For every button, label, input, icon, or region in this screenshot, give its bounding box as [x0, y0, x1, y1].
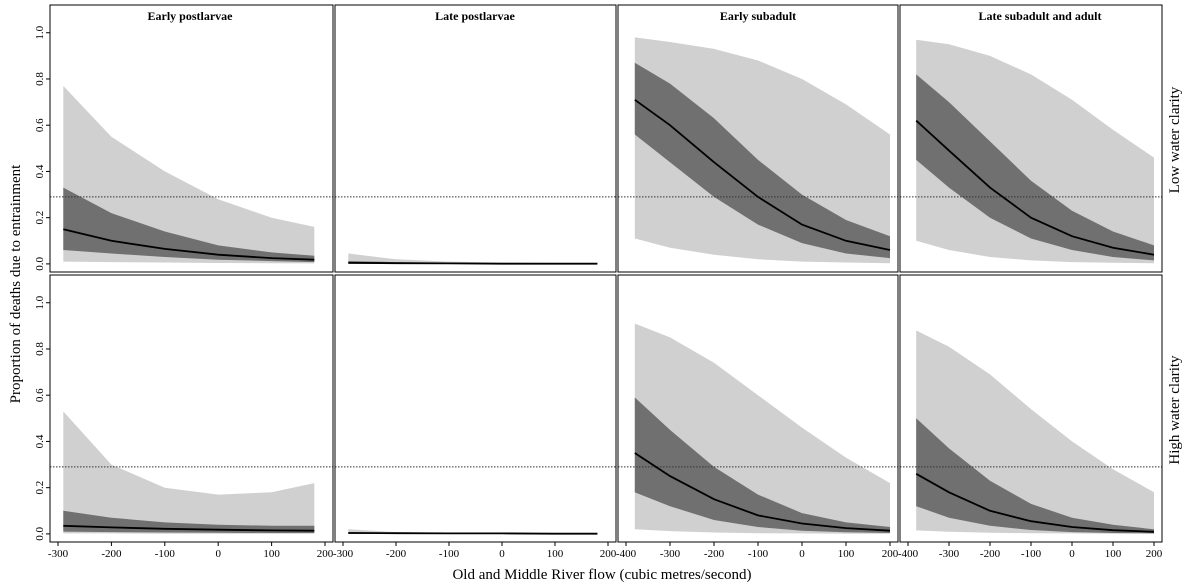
column-title-early-subadult: Early subadult [720, 9, 796, 23]
outer-interval-band-r0c2 [634, 37, 890, 264]
y-tick-label: 0.8 [34, 342, 46, 356]
panel-frame-r0c1 [334, 4, 617, 273]
panel-r0c0: 0.0 0.2 0.4 0.6 0.8 1.0 [34, 4, 334, 273]
panel-frame-r0c0 [49, 4, 334, 273]
y-tick-label: 0.8 [34, 72, 46, 86]
y-tick-label: 0.6 [34, 118, 46, 132]
panel-r1c1: -300 -200 -100 0 100 200 [333, 274, 617, 560]
x-tick-label: -100 [748, 548, 769, 560]
median-line-r0c0 [63, 228, 315, 261]
x-tick-label: -100 [1021, 548, 1042, 560]
median-line-r1c1 [348, 532, 598, 535]
row-label-high-clarity: High water clarity [1167, 355, 1183, 465]
panel-r1c0: 0.0 0.2 0.4 0.6 0.8 1.0 -300 -200 -100 0 100 200 [34, 274, 334, 560]
inner-interval-band-r0c3 [916, 74, 1154, 261]
y-axis-title: Proportion of deaths due to entrainment [8, 164, 24, 404]
x-tick-label: -400 [616, 548, 637, 560]
y-tick-label: 0.6 [34, 388, 46, 402]
outer-interval-band-r0c1 [348, 253, 598, 264]
outer-interval-band-r1c0 [63, 411, 315, 534]
column-title-late-subadult-adult: Late subadult and adult [978, 9, 1101, 23]
x-tick-label: 200 [317, 548, 334, 560]
column-title-early-postlarvae: Early postlarvae [148, 9, 234, 23]
x-axis-title: Old and Middle River flow (cubic metres/… [452, 567, 751, 583]
median-line-r1c2 [634, 452, 891, 532]
x-tick-label: -100 [439, 548, 460, 560]
x-tick-label: 200 [1146, 548, 1163, 560]
x-tick-label: 100 [838, 548, 855, 560]
y-tick-label: 0.4 [34, 164, 46, 178]
inner-interval-band-r0c2 [634, 62, 890, 259]
y-tick-label: 1.0 [34, 25, 46, 39]
panels-layer: 0.0 0.2 0.4 0.6 0.8 1.0 0.0 0.2 0.4 0.6 0.8 1.0 -300… [34, 4, 1163, 560]
x-tick-label: 0 [499, 548, 505, 560]
x-tick-label: 100 [547, 548, 564, 560]
x-tick-label: 100 [1105, 548, 1122, 560]
median-line-r0c3 [915, 119, 1155, 256]
median-line-r1c3 [915, 473, 1155, 533]
median-line-r0c2 [634, 99, 891, 251]
panel-r0c1 [334, 4, 617, 273]
y-tick-label: 0.2 [34, 211, 46, 225]
panel-r0c2 [617, 4, 899, 273]
panel-frame-r1c1 [334, 274, 617, 543]
x-tick-label: -300 [939, 548, 960, 560]
panel-r1c2: -400 -300 -200 -100 0 100 200 [616, 274, 899, 560]
median-line-r0c1 [348, 261, 598, 265]
x-tick-label: -400 [898, 548, 919, 560]
x-tick-label: -200 [980, 548, 1001, 560]
x-tick-label: 0 [1069, 548, 1075, 560]
column-title-late-postlarvae: Late postlarvae [435, 9, 515, 23]
x-tick-label: 0 [799, 548, 805, 560]
x-tick-label: 200 [600, 548, 617, 560]
y-tick-label: 0.0 [34, 527, 46, 541]
y-tick-label: 1.0 [34, 295, 46, 309]
panel-frame-r1c0 [49, 274, 334, 543]
x-tick-label: 0 [215, 548, 221, 560]
panel-r0c3 [899, 4, 1163, 273]
panel-frame-r0c3 [899, 4, 1163, 273]
outer-interval-band-r0c3 [916, 39, 1154, 264]
inner-interval-band-r1c2 [634, 397, 890, 533]
x-tick-label: -200 [704, 548, 725, 560]
y-tick-label: 0.4 [34, 434, 46, 448]
x-tick-label: 100 [263, 548, 280, 560]
x-tick-label: -200 [386, 548, 407, 560]
x-tick-label: -300 [660, 548, 681, 560]
x-tick-label: -100 [155, 548, 176, 560]
median-line-r1c0 [63, 524, 315, 532]
x-tick-label: -200 [101, 548, 122, 560]
x-tick-label: -300 [333, 548, 354, 560]
panel-frame-r0c2 [617, 4, 899, 273]
y-tick-label: 0.2 [34, 481, 46, 495]
row-label-low-clarity: Low water clarity [1167, 86, 1183, 193]
panel-r1c3: -400 -300 -200 -100 0 100 200 [898, 274, 1163, 560]
y-tick-label: 0.0 [34, 257, 46, 271]
x-tick-label: -300 [48, 548, 69, 560]
x-tick-label: 200 [882, 548, 899, 560]
